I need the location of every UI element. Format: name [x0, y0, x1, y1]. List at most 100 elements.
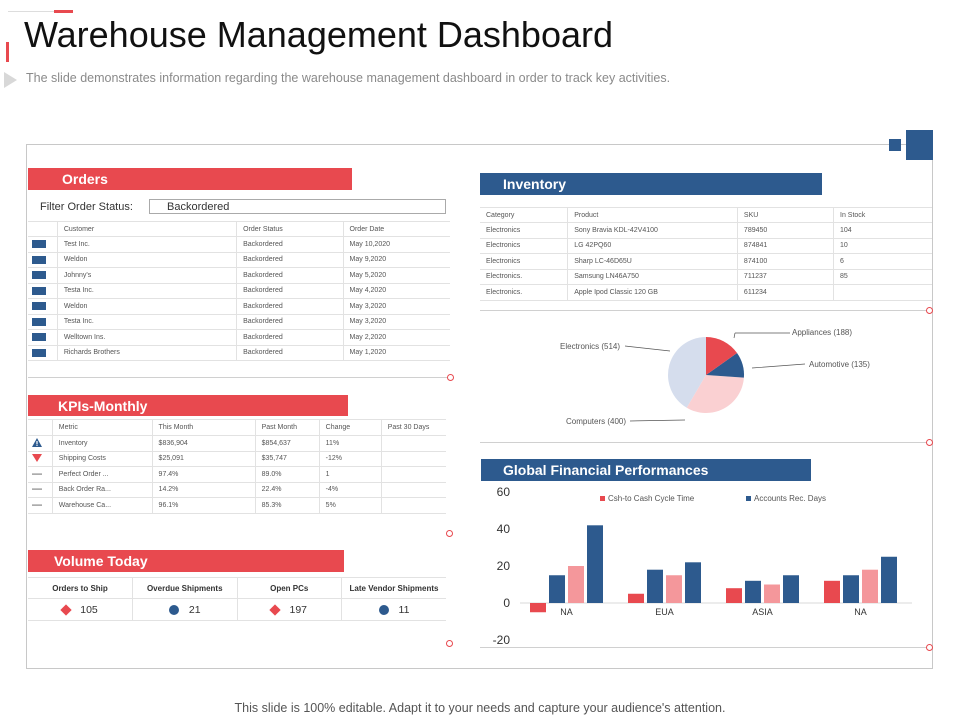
volume-label: Overdue Shipments [132, 577, 238, 599]
corner-square-large [906, 130, 933, 160]
kpi-row: Warehouse Ca... 96.1% 85.3% 5% [28, 497, 446, 514]
order-row[interactable]: Johnny's Backordered May 5,2020 [28, 267, 450, 283]
inventory-divider [480, 310, 930, 311]
kpi-change: 11% [319, 435, 382, 451]
top-left-accent [54, 10, 73, 13]
order-status: Backordered [236, 251, 344, 268]
inventory-row[interactable]: Electronics. Samsung LN46A750 711237 85 [480, 268, 932, 285]
legend-cash-cycle: Csh-to Cash Cycle Time [600, 494, 694, 503]
bar-asia-s1 [726, 588, 742, 603]
order-date: May 3,2020 [343, 298, 450, 314]
y-tick-label: 0 [503, 596, 510, 610]
kpi-past-month: 22.4% [255, 481, 320, 498]
orders-divider [28, 377, 448, 378]
footer-note: This slide is 100% editable. Adapt it to… [234, 701, 726, 715]
volume-value: 21 [188, 603, 201, 616]
inventory-sku: 874841 [737, 237, 835, 254]
kpi-col-header [28, 419, 53, 436]
order-customer: Testa Inc. [57, 313, 238, 330]
inventory-row[interactable]: Electronics Sony Bravia KDL-42V4100 789450… [480, 222, 932, 238]
kpi-change: -4% [319, 481, 382, 498]
inventory-row[interactable]: Electronics. Apple Ipod Classic 120 GB 611… [480, 284, 932, 301]
order-row[interactable]: Testa Inc. Backordered May 3,2020 [28, 313, 450, 330]
inventory-row[interactable]: Electronics Sharp LC-46D65U 874100 6 [480, 253, 932, 269]
order-row[interactable]: Richards Brothers Backordered May 1,2020 [28, 344, 450, 361]
x-category-label: NA [560, 607, 573, 617]
warning-icon [32, 437, 42, 449]
bar-na-s1 [530, 603, 546, 613]
inventory-stock [833, 284, 932, 301]
inventory-product: Samsung LN46A750 [567, 268, 738, 285]
inventory-row[interactable]: Electronics LG 42PQ60 874841 10 [480, 237, 932, 254]
volume-cell: 197 [237, 598, 342, 621]
order-flag-icon [32, 317, 46, 326]
bar-asia-s3 [764, 584, 780, 603]
order-customer: Richards Brothers [57, 344, 238, 361]
order-customer: Weldon [57, 251, 238, 268]
order-date: May 10,2020 [343, 236, 450, 252]
legend-swatch-blue [746, 496, 751, 502]
order-row[interactable]: Weldon Backordered May 3,2020 [28, 298, 450, 314]
inventory-category: Electronics. [480, 268, 569, 285]
order-row[interactable]: Welltown Ins. Backordered May 2,2020 [28, 329, 450, 345]
x-category-label: EUA [655, 607, 674, 617]
order-row[interactable]: Testa Inc. Backordered May 4,2020 [28, 282, 450, 299]
order-date: May 9,2020 [343, 251, 450, 268]
kpi-past-month: $854,637 [255, 435, 320, 451]
dashboard-frame [26, 144, 933, 669]
order-date: May 4,2020 [343, 282, 450, 299]
volume-header: Volume Today [28, 550, 344, 572]
top-left-line [8, 11, 54, 12]
pie-slice-electronics [667, 337, 706, 408]
bar-asia-s4 [783, 575, 799, 603]
inventory-sku: 874100 [737, 253, 835, 269]
order-date: May 1,2020 [343, 344, 450, 361]
order-flag-icon [32, 271, 46, 280]
financial-end-dot [926, 644, 933, 651]
inventory-category: Electronics. [480, 284, 569, 301]
kpi-past-30-days [381, 481, 446, 498]
filter-status-input[interactable]: Backordered [149, 199, 446, 214]
kpi-row: Inventory $836,904 $854,637 11% [28, 435, 446, 451]
order-row[interactable]: Weldon Backordered May 9,2020 [28, 251, 450, 268]
bar-na-s2 [843, 575, 859, 603]
diamond-icon [60, 604, 72, 616]
dash-icon [32, 486, 42, 493]
orders-col-header [28, 221, 58, 237]
corner-square-small [889, 139, 901, 151]
x-category-label: ASIA [752, 607, 773, 617]
legend-swatch-red [600, 496, 605, 502]
dash-icon [32, 502, 42, 509]
page-subtitle: The slide demonstrates information regar… [26, 71, 671, 85]
order-date: May 2,2020 [343, 329, 450, 345]
kpis-table: Metric This Month Past Month Change Past 30 … [28, 419, 446, 514]
kpi-this-month: 97.4% [152, 466, 256, 482]
y-tick-label: 40 [496, 522, 510, 536]
inventory-stock: 10 [833, 237, 932, 254]
x-category-label: NA [854, 607, 867, 617]
inventory-header: Inventory [480, 173, 822, 195]
down-arrow-icon [32, 453, 42, 464]
financial-divider [480, 647, 930, 648]
order-flag-icon [32, 255, 46, 264]
inventory-category: Electronics [480, 253, 569, 269]
kpi-metric: Inventory [52, 435, 153, 451]
inventory-table: Category Product SKU In Stock Electronics Son… [480, 207, 932, 301]
volume-table: Orders to Ship Overdue Shipments Open PCs L… [28, 577, 446, 621]
order-status: Backordered [236, 329, 344, 345]
y-tick-label: -20 [492, 633, 510, 647]
kpi-change: 1 [319, 466, 382, 482]
orders-table: Customer Order Status Order Date Test Inc. B… [28, 221, 450, 361]
inventory-sku: 711237 [737, 268, 835, 285]
pie-slice-appliances [706, 337, 738, 375]
inventory-product: LG 42PQ60 [567, 237, 738, 254]
bar-eua-s4 [685, 562, 701, 603]
kpi-col-header: Past 30 Days [381, 419, 446, 436]
order-row[interactable]: Test Inc. Backordered May 10,2020 [28, 236, 450, 252]
kpi-col-header: Metric [52, 419, 153, 436]
left-accent-bar [6, 42, 9, 62]
leader-electronics [624, 345, 671, 352]
bar-na-s3 [568, 566, 584, 603]
leader-automotive [751, 363, 806, 369]
category-pie-chart [624, 332, 806, 422]
